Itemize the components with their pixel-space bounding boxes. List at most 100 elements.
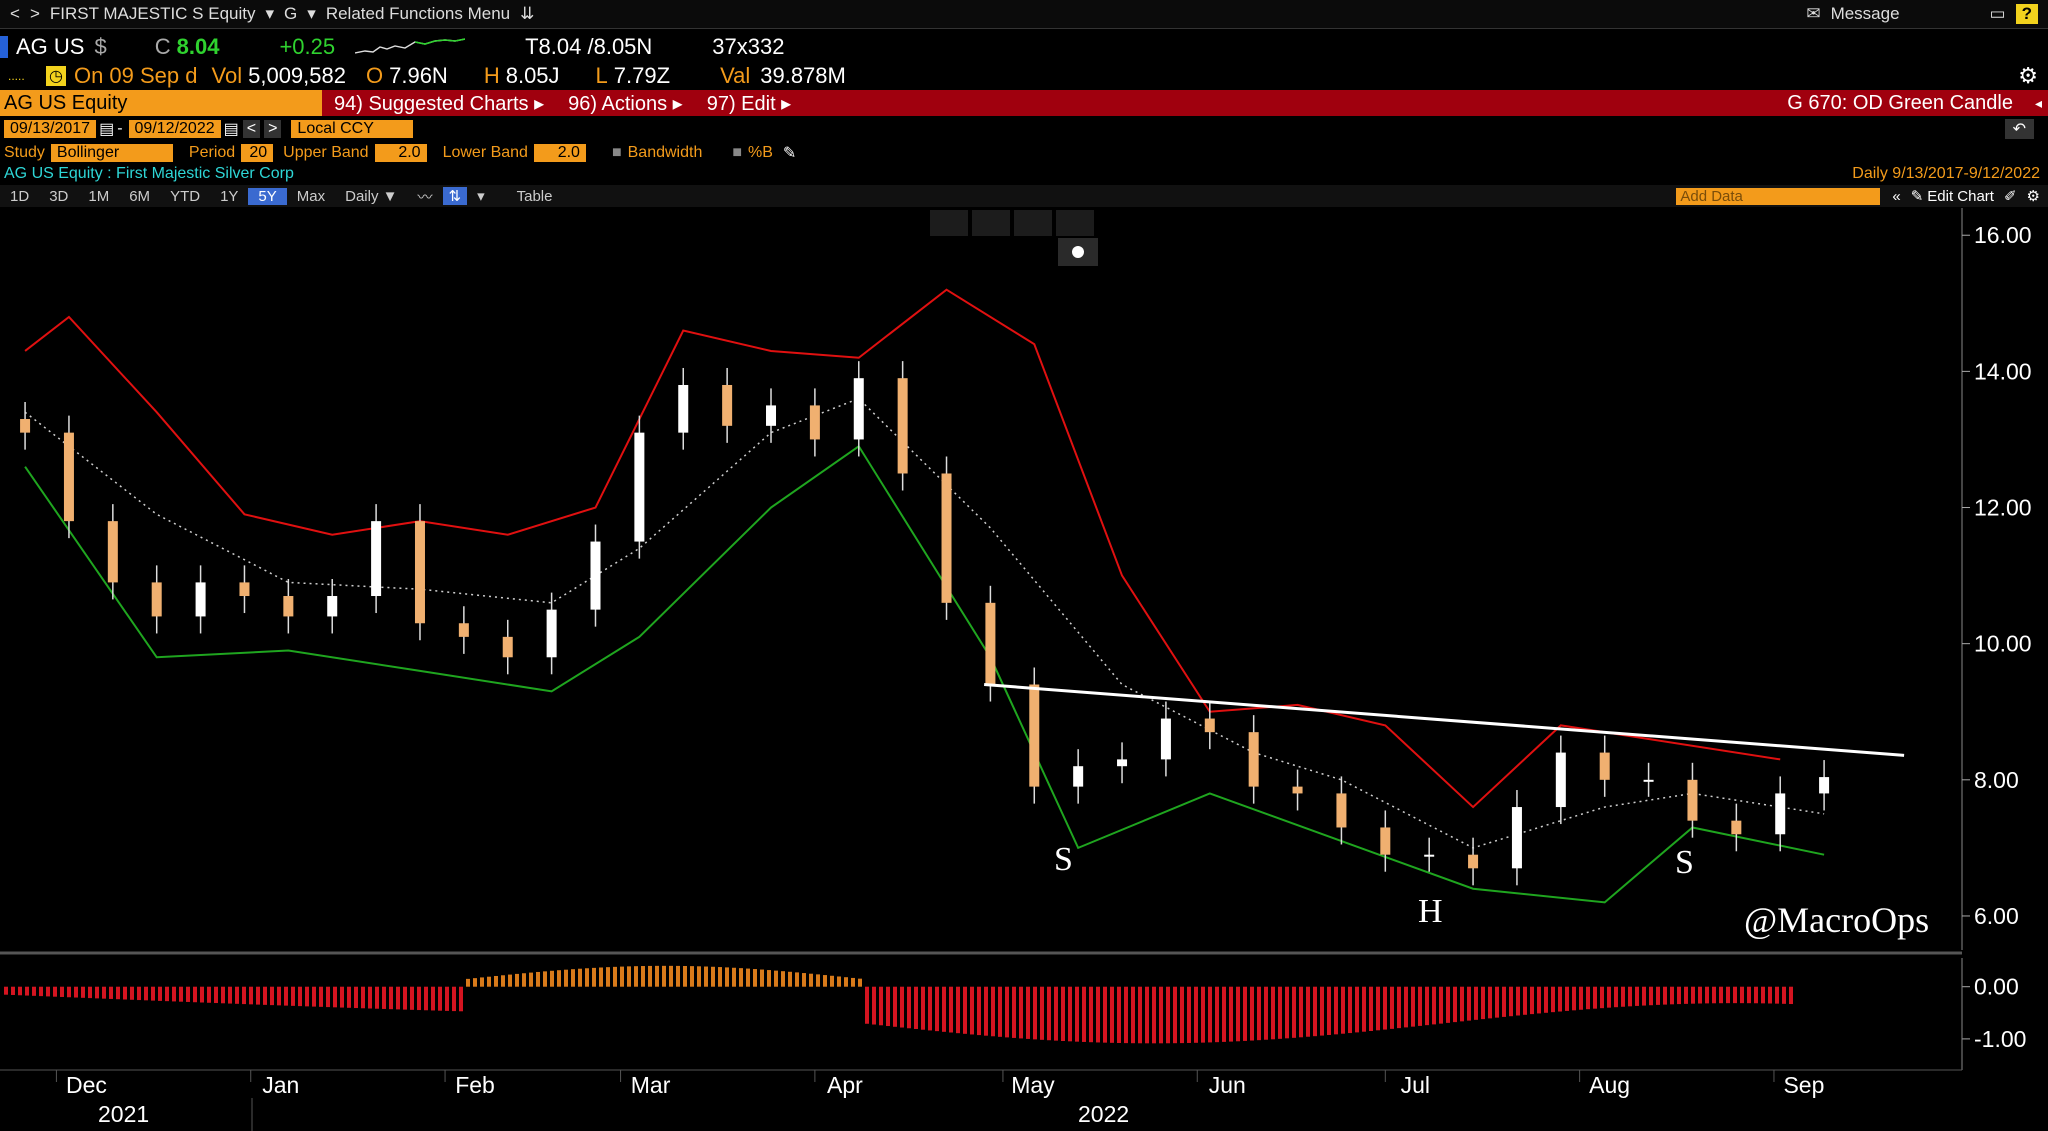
envelope-icon[interactable]: ✉: [1806, 4, 1821, 23]
oscillator-bar: [830, 975, 834, 987]
annotate-icon[interactable]: ✐: [2003, 188, 2017, 205]
pctb-checkbox[interactable]: ■: [732, 144, 743, 161]
oscillator-bar: [1523, 986, 1527, 1015]
oscillator-bar: [1306, 986, 1310, 1037]
pencil-icon[interactable]: ✎: [782, 145, 797, 162]
oscillator-bar: [270, 986, 274, 1006]
oscillator-bar: [1537, 986, 1541, 1014]
oscillator-bar: [746, 968, 750, 987]
oscillator-bar: [690, 966, 694, 987]
double-chevron-icon[interactable]: ⇊: [520, 4, 535, 23]
expand-icon[interactable]: ◂: [2034, 94, 2042, 111]
oscillator-bar: [81, 986, 85, 998]
calendar-icon[interactable]: ▤: [223, 121, 239, 138]
oscillator-bar: [907, 986, 911, 1029]
window-icon[interactable]: ▭: [1989, 4, 2006, 23]
oscillator-bar: [1075, 986, 1079, 1042]
oscillator-bar: [1656, 986, 1660, 1005]
start-date-input[interactable]: 09/13/2017: [4, 120, 97, 138]
g-dropdown[interactable]: G: [284, 4, 298, 23]
oscillator-bar: [18, 986, 22, 996]
gear-icon[interactable]: ⚙: [2026, 188, 2040, 205]
currency-select[interactable]: Local CCY: [291, 120, 414, 138]
volume: 5,009,582: [248, 63, 346, 88]
related-functions-menu[interactable]: Related Functions Menu: [325, 4, 511, 23]
oscillator-bar: [74, 986, 78, 998]
help-icon[interactable]: ?: [2015, 4, 2038, 24]
high: 8.05J: [505, 63, 560, 88]
candle-body: [766, 405, 777, 426]
oscillator-bar: [1355, 986, 1359, 1033]
oscillator-bar: [634, 966, 638, 987]
range-max[interactable]: Max: [296, 187, 326, 205]
candle-body: [722, 384, 733, 426]
back-icon[interactable]: <: [10, 4, 20, 23]
oscillator-bar: [46, 986, 50, 997]
oscillator-bar: [109, 986, 113, 999]
oscillator-bar: [1733, 986, 1737, 1004]
oscillator-bar: [781, 971, 785, 987]
previous-range-button[interactable]: <: [242, 120, 261, 138]
calendar-icon[interactable]: ▤: [99, 121, 115, 138]
range-1d[interactable]: 1D: [10, 187, 30, 205]
low: 7.79Z: [613, 63, 671, 88]
suggested-charts-menu[interactable]: 94) Suggested Charts ▸: [334, 92, 545, 115]
actions-menu[interactable]: 96) Actions ▸: [568, 92, 683, 115]
study-select[interactable]: Bollinger: [50, 144, 173, 162]
study-label: Study: [4, 144, 45, 161]
oscillator-bar: [1404, 986, 1408, 1028]
oscillator-bar: [844, 977, 848, 987]
edit-chart-button[interactable]: Edit Chart: [1927, 187, 1994, 205]
next-range-button[interactable]: >: [264, 120, 282, 138]
security-dropdown[interactable]: FIRST MAJESTIC S Equity: [49, 4, 256, 23]
oscillator-bar: [11, 986, 15, 995]
oscillator-bar: [284, 986, 288, 1006]
range-6m[interactable]: 6M: [129, 187, 151, 205]
oscillator-bar: [1516, 986, 1520, 1016]
oscillator-bar: [928, 986, 932, 1031]
chevron-down-icon[interactable]: ▾: [307, 4, 316, 23]
candle-body: [1292, 786, 1303, 794]
security-field[interactable]: AG US Equity: [0, 90, 322, 116]
message-button[interactable]: Message: [1830, 4, 1900, 23]
undo-icon[interactable]: ↶: [2004, 119, 2034, 139]
x-tick-label: Dec: [66, 1072, 107, 1098]
range-1y[interactable]: 1Y: [220, 187, 239, 205]
sparkline-icon: [354, 37, 466, 57]
lower-band-input[interactable]: 2.0: [533, 144, 586, 162]
candle-chart-icon[interactable]: ⇅: [442, 187, 468, 205]
oscillator-bar: [1369, 986, 1373, 1032]
oscillator-bar: [1551, 986, 1555, 1013]
chevron-down-icon[interactable]: ▾: [477, 188, 485, 205]
range-1m[interactable]: 1M: [88, 187, 110, 205]
chart-template[interactable]: G 670: OD Green Candle: [1787, 91, 2013, 114]
oscillator-bar: [529, 972, 533, 987]
add-data-input[interactable]: Add Data: [1676, 187, 1881, 205]
y-tick-label: 8.00: [1974, 767, 2019, 793]
table-button[interactable]: Table: [516, 187, 553, 205]
candle-body: [853, 378, 864, 440]
oscillator-bar: [991, 986, 995, 1037]
edit-chart-icon[interactable]: ✎: [1910, 188, 1924, 205]
forward-icon[interactable]: >: [29, 4, 40, 23]
frequency-select[interactable]: Daily ▼: [345, 187, 398, 205]
edit-menu[interactable]: 97) Edit ▸: [706, 92, 792, 115]
range-ytd[interactable]: YTD: [170, 187, 201, 205]
oscillator-bar: [1425, 986, 1429, 1026]
range-3d[interactable]: 3D: [49, 187, 69, 205]
x-tick-label: Mar: [631, 1072, 671, 1098]
period-input[interactable]: 20: [241, 144, 274, 162]
line-chart-icon[interactable]: 〰: [417, 188, 433, 206]
oscillator-bar: [1061, 986, 1065, 1041]
collapse-icon[interactable]: «: [1892, 187, 1901, 205]
chevron-down-icon[interactable]: ▾: [265, 4, 275, 23]
bandwidth-checkbox[interactable]: ■: [611, 144, 622, 161]
oscillator-bar: [249, 986, 253, 1005]
chart-settings-icon[interactable]: ⚙: [2018, 63, 2038, 88]
end-date-input[interactable]: 09/12/2022: [128, 120, 221, 138]
upper-band-input[interactable]: 2.0: [374, 144, 427, 162]
candle-body: [371, 521, 382, 597]
range-5y[interactable]: 5Y: [248, 187, 287, 205]
oscillator-bar: [578, 968, 582, 987]
